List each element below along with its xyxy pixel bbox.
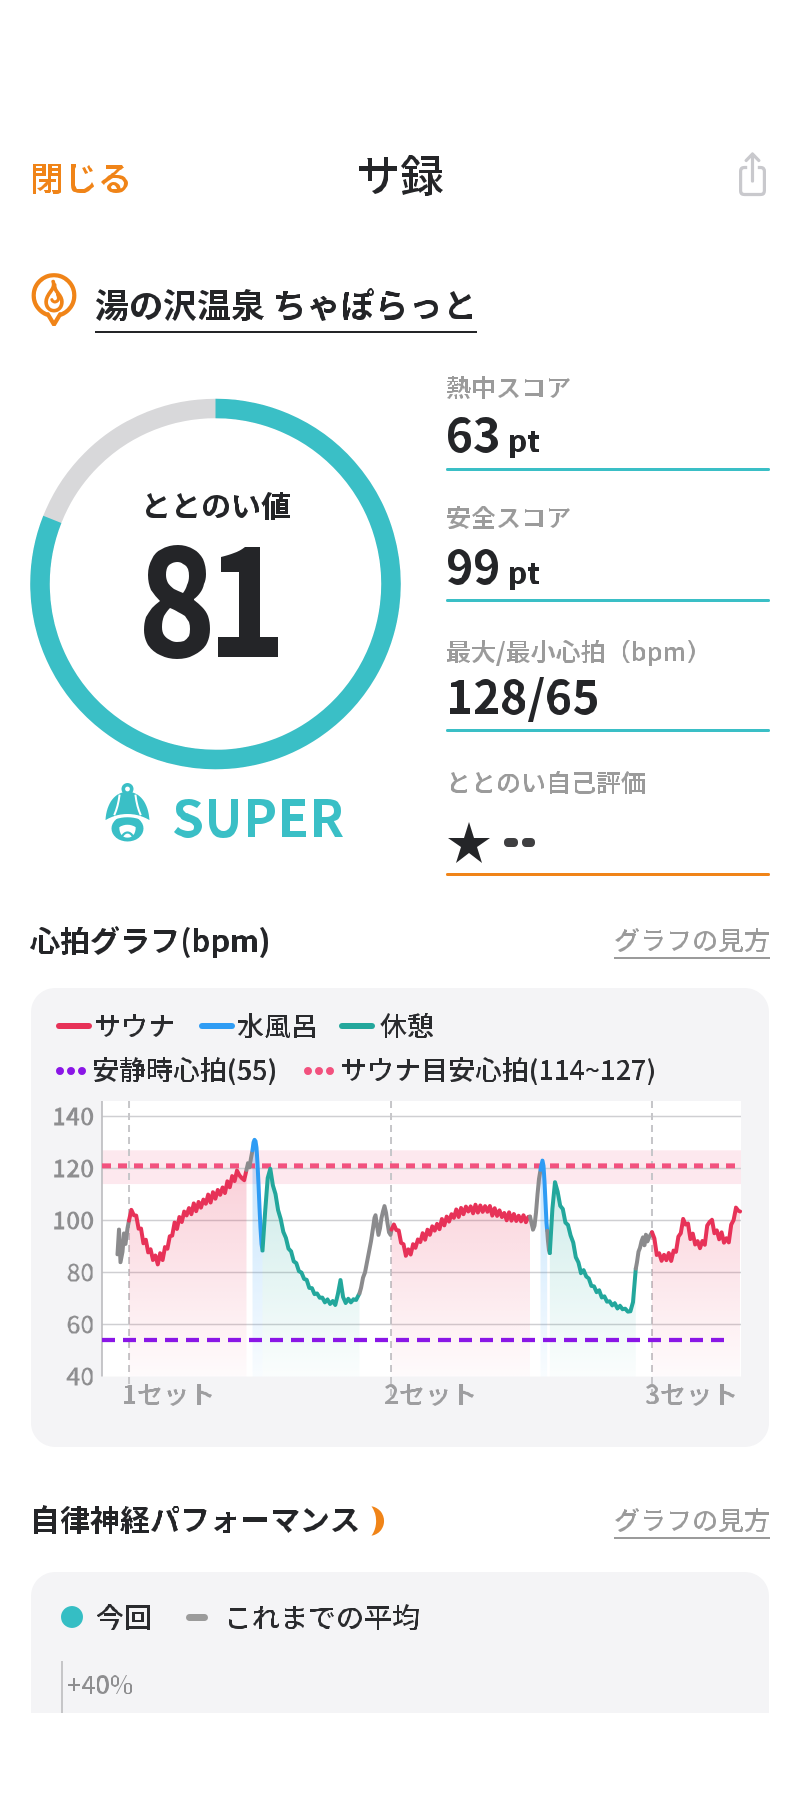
ans-axis-line [61, 1661, 63, 1713]
stat-underline-rating [446, 872, 770, 876]
heart-rate-chart [54, 1101, 742, 1406]
legend-marker-rest [339, 1023, 375, 1029]
legend-marker-water [199, 1023, 235, 1029]
rating-dash [504, 838, 518, 847]
legend-marker-current [61, 1606, 83, 1628]
legend-marker-resting-hr [56, 1067, 86, 1075]
legend-marker-sauna [56, 1023, 92, 1029]
totonoi-gauge [30, 398, 401, 770]
legend-marker-target-hr [304, 1067, 334, 1075]
share-icon[interactable] [736, 150, 769, 199]
stat-underline [446, 599, 770, 602]
legend-marker-average [186, 1613, 208, 1621]
flame-pin-icon [31, 273, 77, 326]
ans-chart-card [31, 1572, 769, 1713]
stat-underline [446, 467, 770, 471]
stat-underline [446, 729, 770, 732]
rating-dash [521, 838, 535, 847]
sauna-hat-icon [101, 783, 154, 842]
crescent-icon [371, 1506, 385, 1536]
